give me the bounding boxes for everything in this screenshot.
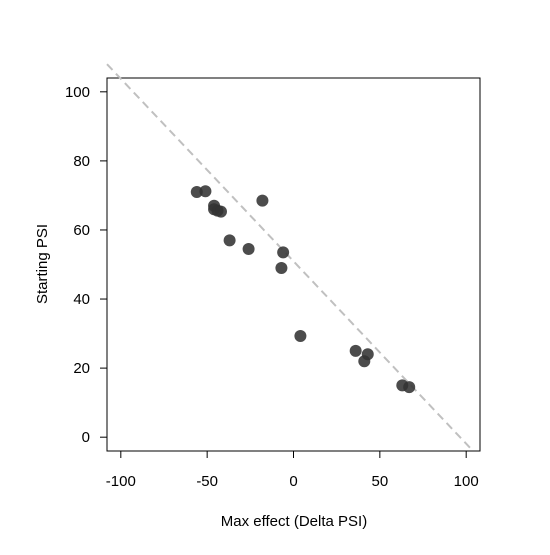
y-tick-label: 0 [82,429,90,446]
data-point [190,185,203,198]
y-tick-label: 80 [73,153,90,170]
data-point [403,381,416,394]
x-tick-label: 50 [371,473,388,490]
y-axis: 0 20 40 60 80 100 [65,84,108,446]
y-tick-label: 40 [73,291,90,308]
x-tick-label: 100 [454,473,479,490]
points-layer [190,185,416,394]
y-tick-label: 20 [73,360,90,377]
data-point [223,234,236,247]
y-tick-label: 60 [73,222,90,239]
x-tick-label: -50 [196,473,218,490]
reference-line-layer [106,63,474,452]
data-point [256,194,269,207]
y-tick-label: 100 [65,84,90,101]
x-axis: -100 -50 0 50 100 [106,450,479,490]
x-axis-label: Max effect (Delta PSI) [221,513,367,530]
x-tick-label: 0 [289,473,297,490]
x-tick-label: -100 [106,473,136,490]
data-point [214,205,227,218]
data-point [277,246,290,259]
data-point [275,261,288,274]
data-point [199,185,212,198]
reference-line [106,63,474,452]
data-point [294,329,307,342]
y-axis-label: Starting PSI [34,224,51,304]
data-point [358,355,371,368]
data-point [349,344,362,357]
data-point [242,242,255,255]
plot-frame [106,77,481,452]
